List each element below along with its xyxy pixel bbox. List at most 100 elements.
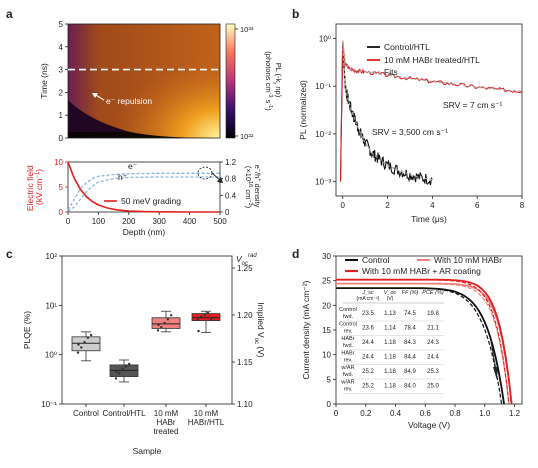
jv-y-tick-label: 30 bbox=[322, 252, 331, 261]
plqe-boxes bbox=[71, 310, 221, 383]
srv-annotation-habr: SRV = 7 cm s⁻¹ bbox=[443, 100, 503, 110]
heatmap-y-tick-label: 2 bbox=[59, 88, 64, 97]
field-y-tick-label: 5 bbox=[59, 183, 64, 192]
jv-curve-fwd bbox=[336, 279, 510, 405]
pl-line-habr-htl bbox=[339, 41, 523, 182]
box-data-point bbox=[76, 351, 80, 354]
pl-y-tick-label: 10⁻¹ bbox=[315, 82, 331, 91]
voc-y-tick-label: 1.25 bbox=[237, 264, 253, 273]
table-cell: 84.3 bbox=[404, 340, 416, 346]
box-data-point bbox=[170, 314, 173, 317]
voc-y-tick-label: 1.20 bbox=[237, 311, 253, 320]
pl-legend: Control/HTL 10 mM HABr treated/HTL Fits bbox=[367, 42, 480, 77]
category-label: Control/HTL bbox=[102, 409, 146, 418]
pl-ylabel: PL (normalized) bbox=[298, 80, 308, 140]
jv-x-tick-label: 0.6 bbox=[420, 409, 432, 418]
jv-legend: Control With 10 mM HABr With 10 mM HABr … bbox=[345, 255, 502, 276]
table-row-sublabel: rev. bbox=[344, 387, 353, 393]
table-header: J_sc bbox=[361, 290, 374, 296]
box-data-point bbox=[197, 329, 200, 333]
heatmap-y-ticks: 0 1 2 3 4 5 bbox=[59, 20, 68, 143]
pl-decay-lines bbox=[339, 40, 523, 186]
density-y-tick-label: 0.4 bbox=[225, 191, 237, 200]
box-data-point bbox=[118, 372, 121, 375]
box-data-point bbox=[121, 367, 124, 370]
box-data-point bbox=[160, 326, 163, 329]
jv-x-tick-label: 1.0 bbox=[479, 409, 491, 418]
depth-x-tick-label: 0 bbox=[66, 217, 71, 226]
density-y-tick-label: 0 bbox=[225, 208, 230, 217]
box-data-point bbox=[163, 321, 166, 325]
field-density-lines bbox=[67, 161, 220, 213]
jv-curve-fwd bbox=[336, 287, 503, 405]
box-data-point bbox=[114, 377, 118, 380]
table-row-label: Control bbox=[339, 307, 357, 313]
field-ylabel: Electric field (kV cm−1) bbox=[25, 163, 44, 211]
density-ylabel: e−/h+ density (×1016 cm−3) bbox=[244, 165, 262, 210]
field-y-tick-label: 0 bbox=[59, 208, 64, 217]
pl-y-tick-label: 10⁻² bbox=[315, 130, 331, 139]
legend-grading-label: 50 meV grading bbox=[121, 196, 181, 206]
plqe-y-tick-label: 10⁻¹ bbox=[41, 400, 57, 409]
category-label: 10 mM HABr/HTL bbox=[188, 409, 225, 427]
box-data-point bbox=[80, 346, 83, 349]
legend-habr-ar: With 10 mM HABr + AR coating bbox=[362, 266, 481, 276]
jv-y-tick-label: 15 bbox=[322, 326, 331, 335]
table-row-sublabel: rev. bbox=[344, 329, 353, 335]
jv-parameter-table: J_sc(mA cm⁻²) V_oc(V) FF (%) PCE (%) Control… bbox=[339, 290, 444, 394]
box-data-point bbox=[83, 340, 86, 344]
table-row-label: HABr bbox=[341, 351, 354, 357]
table-cell: 1.18 bbox=[384, 355, 396, 361]
colorbar-label-line2: (photons cm-3 s-1) bbox=[264, 51, 273, 111]
box-data-point bbox=[86, 336, 90, 339]
pl-fit-control-htl bbox=[342, 42, 433, 181]
table-row-sublabel: fwd. bbox=[343, 343, 354, 349]
density-line-holes bbox=[67, 176, 220, 212]
table-cell: 84.0 bbox=[404, 384, 416, 390]
pl-y-tick-label: 10⁻³ bbox=[315, 178, 331, 187]
pl-xlabel: Time (μs) bbox=[411, 214, 447, 224]
table-cell: 84.9 bbox=[404, 369, 416, 375]
plqe-category-labels: Control Control/HTL 10 mM HABr treated 10 mM H… bbox=[73, 404, 225, 436]
panel-letter-b: b bbox=[292, 7, 299, 21]
legend-habr-htl: 10 mM HABr treated/HTL bbox=[384, 55, 480, 65]
box-data-point bbox=[196, 318, 200, 321]
box-data-point bbox=[128, 362, 131, 366]
voc-y-tick-label: 1.15 bbox=[237, 358, 253, 367]
jv-y-tick-label: 0 bbox=[327, 400, 332, 409]
table-cell: 1.18 bbox=[384, 340, 396, 346]
field-y-tick-label: 10 bbox=[54, 158, 63, 167]
box-data-point bbox=[166, 318, 170, 321]
box-data-point bbox=[156, 329, 160, 332]
pl-x-tick-label: 8 bbox=[520, 201, 525, 210]
jv-y-tick-label: 25 bbox=[322, 277, 331, 286]
legend-control-htl: Control/HTL bbox=[384, 42, 430, 52]
table-cell: 1.18 bbox=[384, 369, 396, 375]
colorbar bbox=[225, 23, 236, 139]
density-y-tick-label: 1.2 bbox=[225, 158, 237, 167]
jv-axis-ticks: 0 0.2 0.4 0.6 0.8 1.0 1.2 0 5 10 15 20 25 30 bbox=[322, 252, 521, 418]
jv-x-tick-label: 0.2 bbox=[360, 409, 372, 418]
box-data-point bbox=[124, 365, 128, 368]
table-cell: 25.0 bbox=[427, 384, 439, 390]
box-data-point bbox=[115, 370, 118, 373]
colorbar-tick-label: 10²² bbox=[240, 132, 254, 141]
depth-x-tick-label: 400 bbox=[183, 217, 197, 226]
table-cell: 25.2 bbox=[362, 369, 374, 375]
jv-curve-fwd bbox=[336, 283, 510, 405]
depth-x-tick-label: 200 bbox=[122, 217, 136, 226]
pl-y-tick-label: 10⁰ bbox=[319, 34, 331, 43]
heatmap-y-tick-label: 3 bbox=[59, 66, 64, 75]
table-row-sublabel: rev. bbox=[344, 358, 353, 364]
field-xlabel: Depth (nm) bbox=[123, 227, 166, 237]
heatmap-y-tick-label: 4 bbox=[59, 43, 64, 52]
box-data-point bbox=[77, 343, 80, 346]
table-header: V_oc bbox=[384, 290, 397, 296]
table-cell: 24.4 bbox=[362, 355, 374, 361]
table-row-sublabel: fwd. bbox=[343, 372, 354, 378]
heatmap-dark-fade bbox=[68, 100, 130, 132]
box-data-point bbox=[200, 315, 203, 318]
box-data-point bbox=[210, 317, 213, 321]
